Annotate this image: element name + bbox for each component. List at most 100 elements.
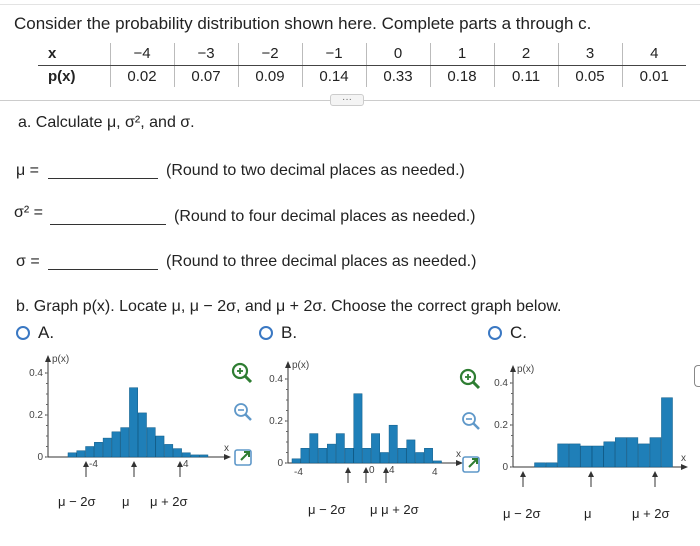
p-value-cell: 0.18 <box>429 65 494 87</box>
graph-c-mu-plus: μ + 2σ <box>632 506 670 521</box>
y-tick-label: 0.4 <box>494 378 508 389</box>
y-tick-label: 0.4 <box>269 374 283 385</box>
x-value-cell: 3 <box>557 43 622 66</box>
bar <box>155 435 165 458</box>
graph-c-mu: μ <box>584 506 592 521</box>
zoom-out-icon[interactable] <box>461 411 483 433</box>
y-tick-label: 0.2 <box>29 410 43 421</box>
sd-input[interactable] <box>48 269 158 270</box>
expand-graph-icon[interactable] <box>461 454 483 476</box>
option-b-radio[interactable] <box>259 326 273 340</box>
bar <box>199 454 209 458</box>
bar <box>626 437 639 468</box>
x-axis-label: x <box>681 453 686 464</box>
bar <box>67 452 77 458</box>
bar <box>397 448 407 464</box>
bar <box>111 431 121 458</box>
p-value-cell: 0.33 <box>365 65 430 87</box>
x-tick-label: 4 <box>432 467 438 478</box>
top-divider <box>0 4 700 5</box>
marker-label: 0 <box>369 465 375 476</box>
x-value-cell: −3 <box>173 43 238 66</box>
y-axis-arrow <box>285 361 291 368</box>
x-value-cell: 4 <box>621 43 686 66</box>
bar <box>661 397 673 468</box>
zoom-out-icon[interactable] <box>233 402 255 424</box>
variance-label: σ² = <box>14 204 43 221</box>
bar <box>615 437 627 468</box>
x-axis-arrow <box>224 454 231 460</box>
bar <box>415 452 425 464</box>
bar <box>406 439 416 464</box>
graph-b-svg: p(x) 0.4 0.2 0 x 0 4 -4 4 <box>269 360 463 483</box>
marker-arrowhead <box>588 471 594 477</box>
y-tick-label: 0.4 <box>29 368 43 379</box>
y-axis-arrow <box>510 365 516 372</box>
bar <box>388 424 398 464</box>
bar <box>424 448 433 464</box>
zoom-in-icon[interactable] <box>231 362 253 384</box>
bar <box>120 427 130 458</box>
graph-a-mu-plus: μ + 2σ <box>150 494 188 509</box>
x-axis-arrow <box>681 464 688 470</box>
bar <box>181 452 191 458</box>
y-axis-arrow <box>45 355 51 362</box>
x-value-cell: −4 <box>109 43 174 66</box>
zoom-in-icon[interactable] <box>459 368 481 390</box>
sd-hint: (Round to three decimal places as needed… <box>166 253 477 270</box>
marker-arrowhead <box>83 461 89 467</box>
option-a-radio[interactable] <box>16 326 30 340</box>
expand-dots-button[interactable]: ··· <box>330 94 364 106</box>
x-value-cell: −2 <box>237 43 302 66</box>
x-value-cell: 0 <box>365 43 430 66</box>
y-axis-label: p(x) <box>52 354 69 365</box>
graph-a-mu: μ <box>122 494 130 509</box>
graph-a: p(x) 0.4 0.2 0 x -4 4 <box>22 352 231 487</box>
p-value-cell: 0.14 <box>301 65 366 87</box>
marker-label: 4 <box>389 465 395 476</box>
x-axis-label: x <box>456 449 461 460</box>
bar <box>129 387 138 458</box>
y-tick-label: 0 <box>502 462 508 473</box>
x-axis-label: x <box>224 443 229 454</box>
marker-arrowhead <box>520 471 526 477</box>
graph-a-svg: p(x) 0.4 0.2 0 x -4 4 <box>29 354 231 477</box>
y-tick-label: 0.2 <box>269 416 283 427</box>
mu-input[interactable] <box>48 178 158 179</box>
bar <box>318 448 328 464</box>
bar <box>190 454 200 458</box>
p-value-cell: 0.01 <box>621 65 686 87</box>
marker-arrowhead <box>383 467 389 473</box>
part-b-label: b. Graph p(x). Locate μ, μ − 2σ, and μ +… <box>16 298 562 315</box>
expand-graph-icon[interactable] <box>233 447 255 469</box>
marker-arrowhead <box>363 467 369 473</box>
mu-hint: (Round to two decimal places as needed.) <box>166 162 465 179</box>
graph-b: p(x) 0.4 0.2 0 x 0 4 -4 4 <box>262 358 463 493</box>
y-axis-label: p(x) <box>292 360 309 371</box>
bar <box>146 427 156 458</box>
bar <box>545 462 558 468</box>
bar <box>371 433 380 464</box>
marker-label: -4 <box>89 459 98 470</box>
p-value-cell: 0.05 <box>557 65 622 87</box>
variance-input[interactable] <box>50 224 166 225</box>
marker-arrowhead <box>345 467 351 473</box>
p-value-cell: 0.09 <box>237 65 302 87</box>
graph-a-mu-minus: μ − 2σ <box>58 494 96 509</box>
x-tick-label: -4 <box>294 467 303 478</box>
marker-arrowhead <box>652 471 658 477</box>
p-row: p(x) 0.02 0.07 0.09 0.14 0.33 0.18 0.11 0.05 0.0… <box>38 65 686 87</box>
part-a-label: a. Calculate μ, σ², and σ. <box>18 114 195 131</box>
bar <box>344 448 354 464</box>
bar <box>291 458 301 464</box>
graph-b-mu-plus: μ μ + 2σ <box>370 502 419 517</box>
bar <box>603 441 616 468</box>
bar <box>580 445 592 468</box>
side-panel-tab[interactable] <box>694 365 700 387</box>
bar <box>432 460 442 464</box>
bar <box>94 442 103 458</box>
marker-arrowhead <box>177 461 183 467</box>
y-tick-label: 0 <box>37 452 43 463</box>
option-c-radio[interactable] <box>488 326 502 340</box>
bar <box>85 446 95 458</box>
